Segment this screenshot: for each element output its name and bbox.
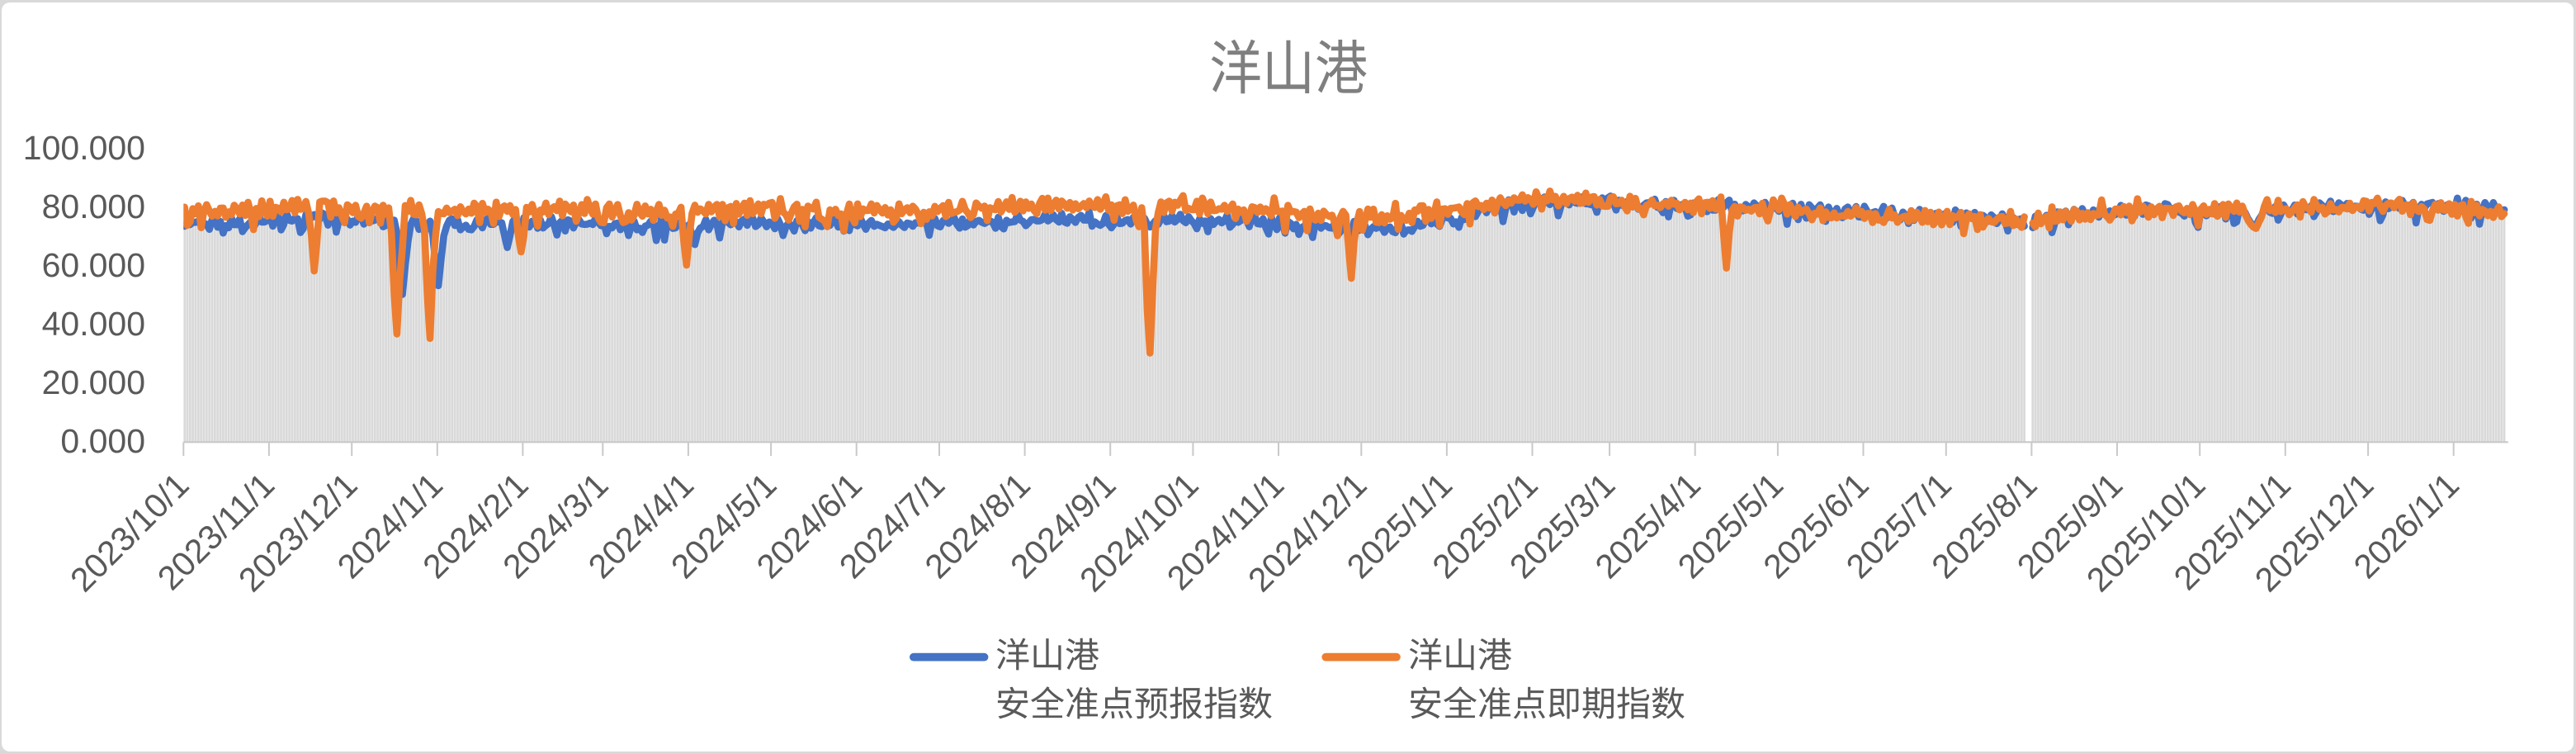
svg-text:60.000: 60.000 — [42, 246, 145, 284]
svg-text:80.000: 80.000 — [42, 187, 145, 225]
svg-text:20.000: 20.000 — [42, 363, 145, 401]
svg-text:0.000: 0.000 — [60, 422, 145, 460]
svg-text:40.000: 40.000 — [42, 305, 145, 343]
svg-text:100.000: 100.000 — [23, 129, 145, 167]
